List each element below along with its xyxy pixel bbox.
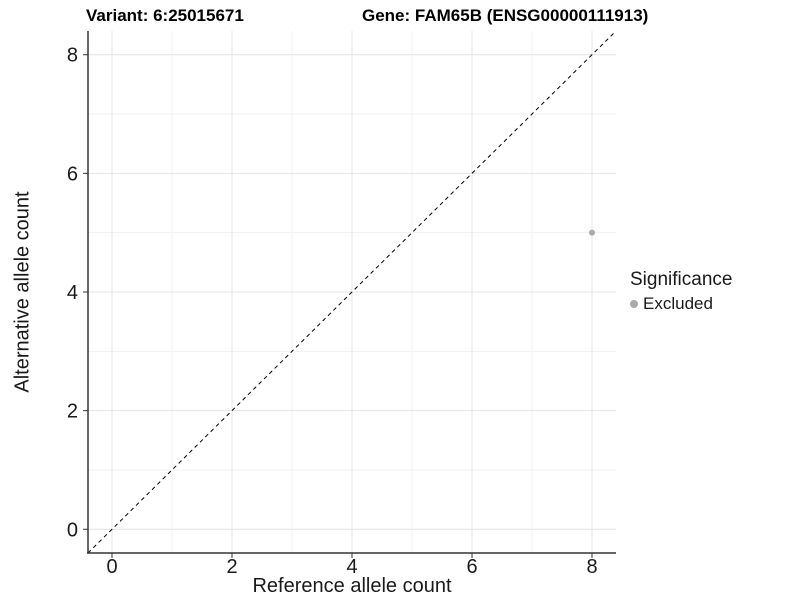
x-tick-label: 6: [466, 556, 477, 578]
legend: Significance Excluded: [630, 269, 732, 314]
axis-tick-labels: 0 2 4 6 8 0 2 4 6 8: [67, 45, 598, 578]
legend-title: Significance: [630, 269, 733, 290]
y-tick-label: 6: [67, 163, 78, 185]
x-tick-label: 0: [106, 556, 117, 578]
identity-reference-line: [87, 30, 617, 554]
legend-entry-excluded: Excluded: [630, 294, 732, 314]
data-point: [589, 229, 595, 236]
x-tick-label: 2: [226, 556, 237, 578]
axis-ticks: [83, 54, 593, 558]
variant-title: Variant: 6:25015671: [86, 6, 244, 25]
data-points: [589, 229, 595, 236]
x-axis-title: Reference allele count: [252, 575, 452, 597]
y-axis-title: Alternative allele count: [11, 191, 34, 393]
y-tick-label: 2: [67, 401, 78, 423]
dashed-identity-line: [87, 30, 617, 554]
legend-entry-label: Excluded: [643, 294, 713, 313]
x-tick-label: 4: [346, 556, 357, 578]
y-tick-label: 0: [67, 519, 78, 541]
y-tick-label: 4: [67, 282, 78, 304]
y-tick-label: 8: [67, 45, 78, 67]
gene-title: Gene: FAM65B (ENSG00000111913): [362, 6, 649, 25]
x-tick-label: 8: [586, 556, 597, 578]
legend-point-icon: [630, 300, 638, 308]
grid-major-lines: [88, 31, 616, 553]
